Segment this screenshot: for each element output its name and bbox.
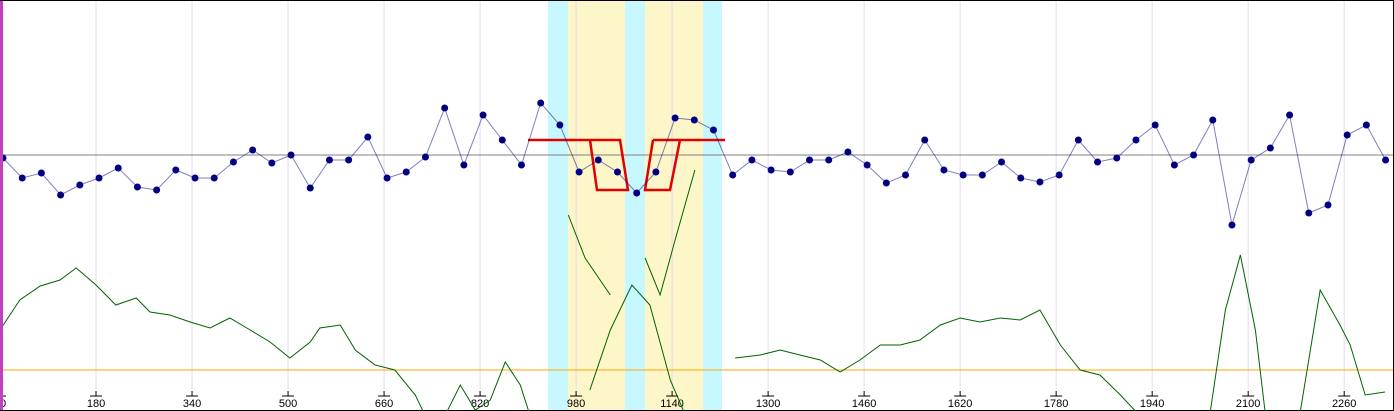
- data-point: [210, 174, 218, 182]
- data-point: [863, 161, 871, 169]
- x-tick-label: 2100: [1236, 398, 1260, 410]
- x-tick-label: 2260: [1332, 398, 1356, 410]
- x-tick-label: 1300: [756, 398, 780, 410]
- data-point: [921, 136, 929, 144]
- data-point: [710, 126, 718, 134]
- data-point: [18, 174, 26, 182]
- data-point: [306, 184, 314, 192]
- x-tick-label: 820: [471, 398, 489, 410]
- x-tick-label: 20: [0, 398, 6, 410]
- data-point: [1382, 156, 1390, 164]
- plot: [0, 99, 1390, 411]
- data-point: [537, 99, 545, 107]
- data-point: [460, 161, 468, 169]
- data-point: [1017, 174, 1025, 182]
- data-point: [441, 104, 449, 112]
- data-point: [652, 168, 660, 176]
- data-point: [1266, 144, 1274, 152]
- data-point: [249, 146, 257, 154]
- highlight-bands: [548, 1, 722, 410]
- data-point: [1190, 151, 1198, 159]
- data-point: [191, 174, 199, 182]
- data-point: [594, 156, 602, 164]
- x-tick-label: 980: [567, 398, 585, 410]
- data-point: [748, 156, 756, 164]
- data-point: [633, 189, 641, 197]
- x-tick-label: 1460: [852, 398, 876, 410]
- data-point: [1343, 131, 1351, 139]
- data-point: [325, 156, 333, 164]
- data-point: [1074, 136, 1082, 144]
- data-point: [57, 191, 65, 199]
- data-point: [613, 168, 621, 176]
- data-point: [786, 168, 794, 176]
- data-point: [1362, 121, 1370, 129]
- data-point: [153, 186, 161, 194]
- data-point: [1247, 156, 1255, 164]
- data-point: [671, 114, 679, 122]
- data-point: [1055, 171, 1063, 179]
- x-tick-label: 1140: [660, 398, 684, 410]
- data-point: [421, 153, 429, 161]
- data-point: [402, 168, 410, 176]
- data-point: [287, 151, 295, 159]
- series-line: [0, 169, 1386, 411]
- data-point: [383, 174, 391, 182]
- data-point: [95, 174, 103, 182]
- x-tick-label: 1940: [1140, 398, 1164, 410]
- data-point: [76, 181, 84, 189]
- data-point: [844, 148, 852, 156]
- data-point: [1036, 178, 1044, 186]
- data-point: [959, 171, 967, 179]
- data-point: [172, 166, 180, 174]
- x-tick-label: 660: [375, 398, 393, 410]
- data-point: [806, 156, 814, 164]
- data-point: [690, 116, 698, 124]
- data-point: [133, 183, 141, 191]
- data-point: [940, 166, 948, 174]
- data-point: [1305, 209, 1313, 217]
- signal-shape: [528, 138, 725, 192]
- data-point: [1286, 111, 1294, 119]
- data-point: [729, 171, 737, 179]
- data-point: [229, 158, 237, 166]
- data-point: [1324, 201, 1332, 209]
- data-point: [825, 156, 833, 164]
- data-point: [517, 161, 525, 169]
- data-point: [1094, 158, 1102, 166]
- data-point: [114, 164, 122, 172]
- data-point: [1228, 221, 1236, 229]
- data-point: [978, 171, 986, 179]
- data-point: [37, 169, 45, 177]
- data-point: [1113, 154, 1121, 162]
- data-point: [902, 171, 910, 179]
- x-tick-label: 340: [183, 398, 201, 410]
- data-point: [479, 111, 487, 119]
- data-point: [882, 179, 890, 187]
- data-point: [767, 166, 775, 174]
- data-point: [364, 133, 372, 141]
- x-tick-label: 1620: [948, 398, 972, 410]
- data-point: [556, 121, 564, 129]
- data-point: [345, 156, 353, 164]
- x-tick-label: 180: [87, 398, 105, 410]
- data-point: [1209, 116, 1217, 124]
- data-point: [575, 168, 583, 176]
- data-point: [1132, 136, 1140, 144]
- data-point: [498, 136, 506, 144]
- data-point: [1170, 161, 1178, 169]
- x-tick-label: 500: [279, 398, 297, 410]
- left-edge: [0, 1, 3, 410]
- data-point: [1151, 121, 1159, 129]
- data-point: [268, 159, 276, 167]
- data-point: [998, 158, 1006, 166]
- x-tick-label: 1780: [1044, 398, 1068, 410]
